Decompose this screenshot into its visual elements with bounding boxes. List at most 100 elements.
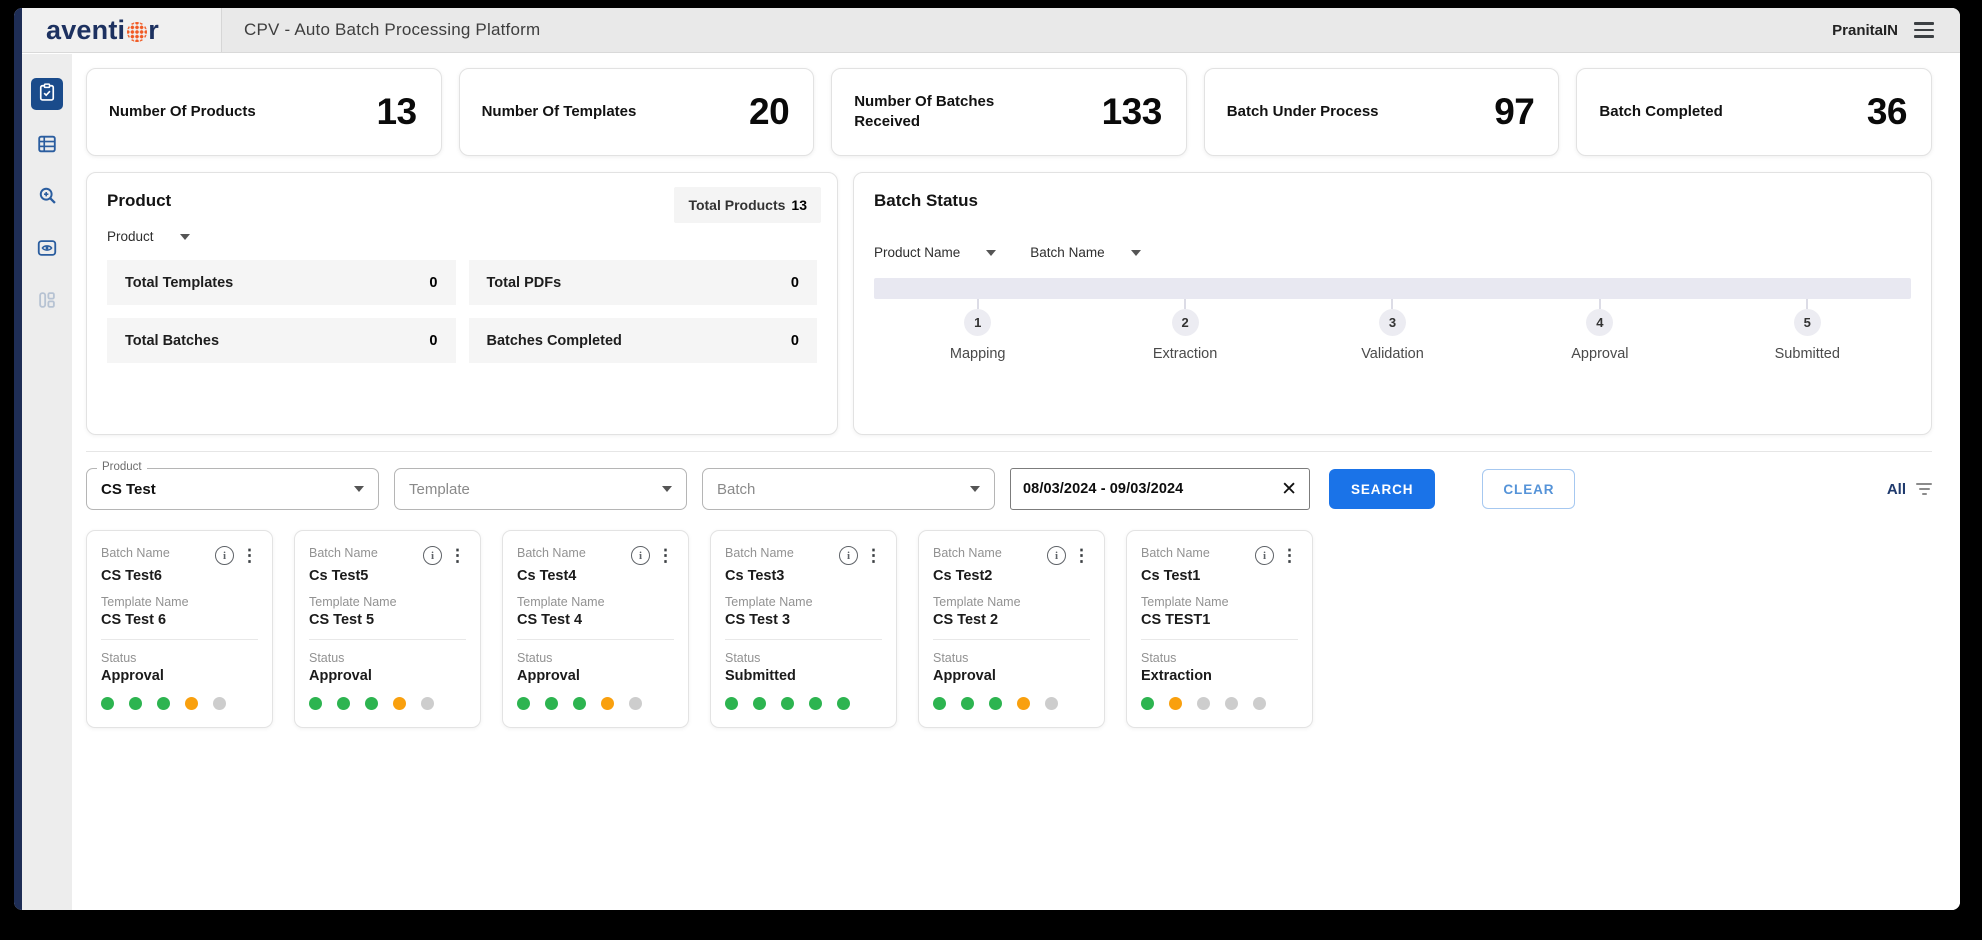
status-dots [517,697,674,710]
status-value: Approval [101,668,164,684]
close-icon[interactable]: ✕ [1281,478,1297,500]
status-dot-green [517,697,530,710]
template-name-label: Template Name [309,595,397,609]
user-name[interactable]: PranitaIN [1832,21,1898,39]
stat-value: 97 [1494,91,1535,132]
batch-name-dropdown[interactable]: Batch Name [1030,245,1141,260]
stat-cards-row: Number Of Products 13 Number Of Template… [86,68,1932,156]
divider [725,639,882,640]
info-icon[interactable]: i [1255,546,1274,565]
chevron-down-icon [179,233,190,240]
stat-card-under-process: Batch Under Process 97 [1203,68,1560,156]
info-icon[interactable]: i [215,546,234,565]
product-panel-dropdown[interactable]: Product [107,229,190,244]
search-button[interactable]: SEARCH [1329,469,1436,509]
stat-card-templates: Number Of Templates 20 [458,68,815,156]
batch-card[interactable]: Batch Name i ⋮ Cs Test3 Template Name CS… [710,530,897,728]
status-dot-orange [1169,697,1182,710]
kebab-menu-icon[interactable]: ⋮ [241,546,258,565]
sidebar-item-list[interactable] [31,130,63,162]
template-name-value: CS Test 6 [101,612,167,628]
product-filter-select[interactable]: Product CS Test [86,461,379,510]
eye-icon [36,237,58,264]
divider [101,639,258,640]
sidebar-item-search[interactable] [31,182,63,214]
status-dot-green [809,697,822,710]
batch-name-value: Cs Test5 [309,568,369,584]
status-dot-green [753,697,766,710]
chevron-down-icon [986,249,997,256]
stat-value: 36 [1866,91,1908,132]
product-filter-value: CS Test [101,480,156,498]
stat-label: Batch Completed [1599,102,1723,120]
step-extraction: 2 Extraction [1081,299,1288,362]
product-name-dropdown[interactable]: Product Name [874,245,997,260]
sidebar-item-review[interactable] [31,234,63,266]
status-dot-green [1141,697,1154,710]
chevron-down-icon [354,486,364,492]
template-name-value: CS Test 2 [933,612,999,628]
status-dot-green [573,697,586,710]
template-filter-select[interactable]: Template [394,468,687,510]
status-value: Approval [309,668,372,684]
kebab-menu-icon[interactable]: ⋮ [1073,546,1090,565]
info-icon[interactable]: i [423,546,442,565]
all-filter-label: All [1886,480,1906,498]
status-dots [725,697,882,710]
batch-card-grid: Batch Name i ⋮ CS Test6 Template Name CS… [86,530,1932,728]
divider [1141,639,1298,640]
status-dot-gray [1197,697,1210,710]
batch-name-value: CS Test6 [101,568,162,584]
dashboard-icon [36,289,58,316]
batch-name-value: Cs Test3 [725,568,785,584]
step-label: Approval [1571,346,1629,362]
batch-card[interactable]: Batch Name i ⋮ Cs Test2 Template Name CS… [918,530,1105,728]
batch-name-value: Cs Test1 [1141,568,1201,584]
step-number: 3 [1378,309,1406,336]
batch-card[interactable]: Batch Name i ⋮ Cs Test1 Template Name CS… [1126,530,1313,728]
status-value: Extraction [1141,668,1212,684]
all-filter-control[interactable]: All [1887,481,1932,498]
info-icon[interactable]: i [631,546,650,565]
main-content: Number Of Products 13 Number Of Template… [72,54,1960,910]
info-icon[interactable]: i [839,546,858,565]
kebab-menu-icon[interactable]: ⋮ [657,546,674,565]
logo-text-right: r [148,14,159,45]
chevron-down-icon [1130,249,1141,256]
batch-status-title: Batch Status [874,191,978,210]
logo-block: aventi r [22,8,222,52]
status-dot-green [337,697,350,710]
status-dot-green [837,697,850,710]
batch-card[interactable]: Batch Name i ⋮ Cs Test5 Template Name CS… [294,530,481,728]
logo-dot-icon [127,22,148,42]
stat-label: Number Of Templates [481,102,637,120]
batch-filter-select[interactable]: Batch [702,468,995,510]
hamburger-menu-icon[interactable] [1914,22,1934,38]
table-list-icon [36,133,58,160]
metric-total-pdfs: Total PDFs 0 [468,260,817,305]
step-label: Submitted [1774,346,1840,362]
template-name-label: Template Name [517,595,605,609]
step-number: 5 [1793,309,1821,336]
kebab-menu-icon[interactable]: ⋮ [865,546,882,565]
app-window: aventi r CPV - Auto Batch Processing Plat… [14,8,1960,910]
status-dot-green [933,697,946,710]
kebab-menu-icon[interactable]: ⋮ [449,546,466,565]
status-dot-green [725,697,738,710]
status-dots [309,697,466,710]
metric-total-batches: Total Batches 0 [107,318,456,363]
sidebar-item-batches[interactable] [31,78,63,110]
date-range-input[interactable]: 08/03/2024 - 09/03/2024 ✕ [1010,468,1310,510]
batch-card[interactable]: Batch Name i ⋮ Cs Test4 Template Name CS… [502,530,689,728]
kebab-menu-icon[interactable]: ⋮ [1281,546,1298,565]
status-dot-green [129,697,142,710]
status-dot-orange [393,697,406,710]
metric-batches-completed: Batches Completed 0 [468,318,817,363]
batch-name-label: Batch Name [517,546,586,560]
info-icon[interactable]: i [1047,546,1066,565]
sidebar-item-dashboard[interactable] [31,286,63,318]
batch-card[interactable]: Batch Name i ⋮ CS Test6 Template Name CS… [86,530,273,728]
clear-button[interactable]: CLEAR [1482,469,1576,509]
product-panel-title: Product [107,191,172,210]
template-name-label: Template Name [1141,595,1229,609]
